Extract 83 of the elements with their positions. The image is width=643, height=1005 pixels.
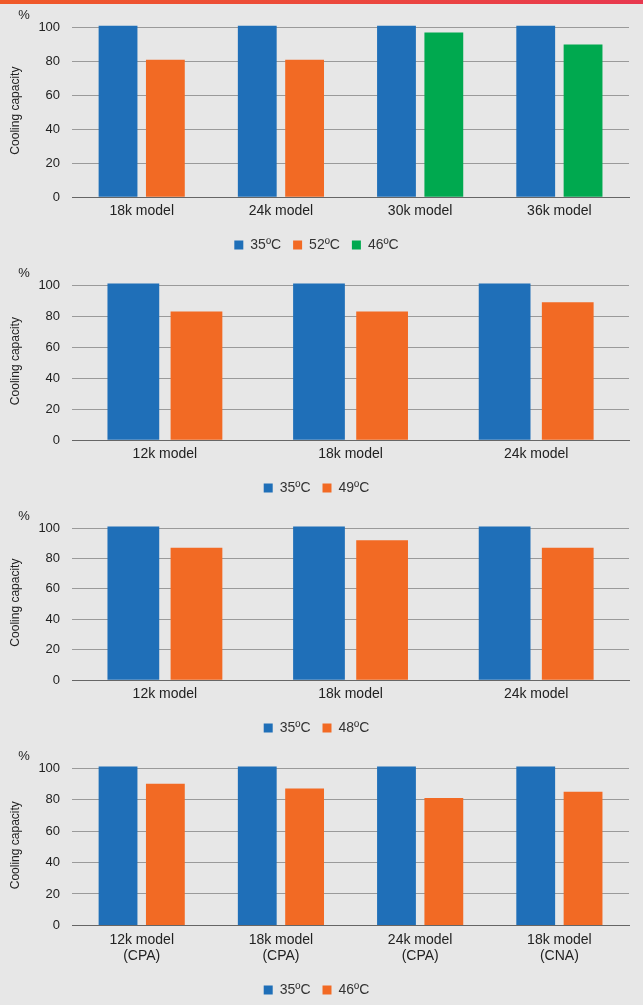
y-tick-label: 20 <box>45 641 61 657</box>
y-tick-label: 100 <box>38 759 61 775</box>
x-tick-label: 24k model <box>248 202 314 219</box>
bar <box>237 766 277 925</box>
y-tick-label: 40 <box>45 610 61 626</box>
bar <box>377 766 416 925</box>
bar <box>145 783 185 925</box>
bar <box>285 59 325 197</box>
x-tick-label: 12k model <box>132 685 198 702</box>
x-tick-label: 12k model <box>132 445 198 462</box>
y-tick-label: 0 <box>52 916 61 932</box>
legend-label: 35ºC <box>279 718 311 735</box>
x-tick-label: 18k model (CNA) <box>527 930 592 964</box>
bar <box>107 526 160 680</box>
bar <box>478 526 531 680</box>
y-tick-label: 60 <box>45 86 61 102</box>
legend-label: 46ºC <box>367 235 399 252</box>
text: % <box>18 508 31 524</box>
y-tick-label: 0 <box>52 188 61 204</box>
y-tick-label: 100 <box>38 519 61 535</box>
legend-label: 46ºC <box>338 980 370 997</box>
y-axis-title: Cooling capacity <box>7 558 22 647</box>
y-tick-label: 0 <box>52 671 61 687</box>
bar <box>563 791 603 925</box>
x-tick-label: 24k model <box>503 685 569 702</box>
bar <box>98 766 138 925</box>
bar <box>170 311 223 440</box>
bar <box>478 283 531 440</box>
y-tick-label: 100 <box>38 18 61 34</box>
y-tick-label: 40 <box>45 369 61 385</box>
bar <box>285 788 325 925</box>
y-tick-label: 80 <box>45 52 61 68</box>
y-tick-label: 80 <box>45 791 61 807</box>
y-tick-label: 20 <box>45 400 61 416</box>
bar <box>98 25 138 197</box>
y-tick-label: 0 <box>52 431 61 447</box>
bar <box>424 798 464 925</box>
bar <box>563 44 603 197</box>
y-tick-label: 20 <box>45 885 61 901</box>
legend-label: 52ºC <box>309 235 340 252</box>
legend-label: 48ºC <box>338 718 370 735</box>
bar <box>516 25 556 197</box>
text: % <box>18 7 31 23</box>
x-tick-label: 18k model <box>318 685 383 702</box>
x-tick-label: 18k model (CPA) <box>248 930 314 964</box>
text: % <box>18 265 31 281</box>
y-tick-label: 60 <box>45 338 61 354</box>
y-tick-label: 60 <box>45 580 61 596</box>
legend-label: 35ºC <box>250 235 282 252</box>
bar <box>541 302 594 440</box>
y-axis-title: Cooling capacity <box>7 317 22 406</box>
x-tick-label: 24k model <box>503 445 569 462</box>
y-axis-title: Cooling capacity <box>7 66 22 155</box>
bar <box>145 59 185 197</box>
legend-label: 49ºC <box>338 478 370 495</box>
y-tick-label: 80 <box>45 307 61 323</box>
bar <box>293 283 345 440</box>
y-tick-label: 20 <box>45 154 61 170</box>
x-tick-label: 24k model (CPA) <box>387 930 453 964</box>
x-tick-label: 30k model <box>387 202 453 219</box>
bar <box>356 311 408 440</box>
x-tick-label: 18k model <box>109 202 174 219</box>
bar <box>516 766 556 925</box>
y-tick-label: 40 <box>45 854 61 870</box>
y-tick-label: 40 <box>45 120 61 136</box>
bar <box>293 526 345 680</box>
bar <box>237 25 277 197</box>
y-axis-title: Cooling capacity <box>7 801 22 890</box>
x-tick-label: 36k model <box>527 202 592 219</box>
y-tick-label: 60 <box>45 822 61 838</box>
x-tick-label: 12k model (CPA) <box>109 930 174 964</box>
y-tick-label: 100 <box>38 276 61 292</box>
legend-label: 35ºC <box>279 478 311 495</box>
bar <box>170 547 223 680</box>
bar <box>356 540 408 680</box>
bar <box>541 547 594 680</box>
y-tick-label: 80 <box>45 550 61 566</box>
bar <box>424 32 464 197</box>
bar <box>107 283 160 440</box>
bar <box>377 25 416 197</box>
text: % <box>18 748 31 764</box>
legend-label: 35ºC <box>279 980 311 997</box>
x-tick-label: 18k model <box>318 445 383 462</box>
